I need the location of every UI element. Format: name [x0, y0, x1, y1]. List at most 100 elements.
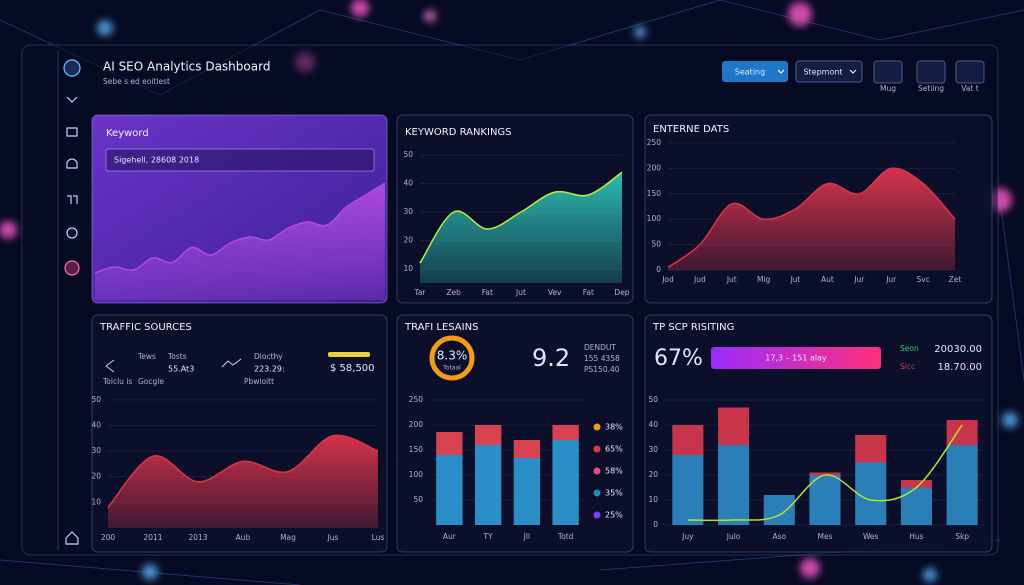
x-tick-label: Mig [757, 275, 771, 284]
nav-icon[interactable] [66, 127, 78, 137]
bar-segment [436, 455, 463, 525]
x-tick-label: Jut [726, 275, 737, 284]
traffic-stats: Tews Tosts 55.At3 Toiclu is Gocgle Dloct… [102, 352, 375, 386]
x-tick-label: Totd [557, 532, 574, 541]
app-title: AI SEO Analytics Dashboard [103, 60, 270, 74]
y-tick-label: 0 [656, 265, 661, 274]
bar-segment [474, 425, 502, 445]
x-tick-label: Aub [236, 533, 251, 542]
chevron [777, 69, 857, 74]
y-tick-label: 50 [651, 240, 661, 249]
y-tick-label: 30 [91, 446, 101, 455]
icon-button[interactable] [873, 60, 903, 84]
x-tick-label: Skp [955, 532, 969, 541]
x-tick-label: 200 [101, 533, 116, 542]
icon-label: Vat t [961, 84, 978, 93]
button-label: Seating [735, 68, 765, 77]
icon-label: Setiing [918, 84, 944, 93]
side-text: DENDUT [584, 343, 616, 352]
area [95, 183, 385, 300]
x-tick-label: Vev [548, 288, 562, 297]
bar-segment [672, 455, 704, 525]
area [668, 168, 955, 270]
nav-icon[interactable] [67, 195, 78, 204]
x-tick-label: Jod [661, 275, 674, 284]
nav-icon[interactable] [66, 158, 78, 169]
home-icon[interactable] [65, 531, 79, 545]
y-tick-label: 50 [413, 495, 423, 504]
panel-title: Keyword [106, 128, 149, 139]
x-tick-label: Fat [482, 288, 493, 297]
icon-label: Mug [880, 84, 896, 93]
legend-swatch [593, 489, 601, 497]
legend-label: 25% [605, 511, 623, 520]
bar-segment [763, 495, 795, 525]
stat-bar [328, 352, 370, 357]
y-tick-label: 50 [91, 395, 101, 404]
legend-label: 65% [605, 445, 623, 454]
x-tick-label: Mag [280, 533, 296, 542]
stat-label: Dlocthy [254, 352, 283, 361]
x-tick-label: Aut [821, 275, 834, 284]
legend-value: 20030.00 [934, 344, 982, 355]
legend-label: 35% [605, 489, 623, 498]
legend-swatch [593, 511, 601, 519]
bar-segment [672, 425, 704, 455]
y-tick-label: 200 [409, 420, 424, 429]
y-tick-label: 200 [647, 163, 662, 172]
side-text: PS150.40 [584, 365, 620, 374]
panel-title: TRAFI LESAINS [404, 322, 478, 333]
progress-bar [711, 347, 881, 369]
y-tick-label: 250 [647, 138, 662, 147]
nav-icon[interactable] [64, 260, 80, 276]
x-tick-label: Jur [885, 275, 897, 284]
y-tick-label: 250 [409, 395, 424, 404]
nav-icon[interactable] [66, 96, 78, 103]
trend-icon [221, 358, 242, 368]
sidebar [57, 50, 81, 550]
y-tick-label: 20 [91, 472, 101, 481]
app-subtitle: Sebe s ed eoitlest [103, 77, 170, 86]
rising-summary: 67% 17,3 – 151 alay [654, 346, 881, 371]
bar-segment [718, 407, 750, 445]
y-tick-label: 0 [653, 520, 658, 529]
legend-label: 58% [605, 467, 623, 476]
bar-segment [809, 472, 841, 475]
x-tick-label: Wes [863, 532, 879, 541]
area [108, 435, 378, 528]
logo [63, 59, 81, 77]
icon-button[interactable] [955, 60, 985, 84]
stat-label: Pbwloitt [244, 377, 274, 386]
y-tick-label: 50 [403, 150, 413, 159]
x-tick-label: Zet [949, 275, 962, 284]
button-label: Stepmont [803, 68, 842, 77]
y-tick-label: 30 [403, 207, 413, 216]
line [667, 167, 956, 269]
legend-swatch [593, 445, 601, 453]
panel-title: TRAFFIC SOURCES [99, 322, 192, 333]
x-tick-label: Mes [818, 532, 833, 541]
traffic-summary: 8.3% Totaal 9.2 DENDUT 155 4358 PS150.40 [429, 335, 620, 381]
overlay-line [687, 424, 963, 522]
y-tick-label: 40 [91, 420, 101, 429]
x-tick-label: Jur [853, 275, 865, 284]
nav-icon[interactable] [66, 227, 78, 239]
x-tick-label: Jut [515, 288, 526, 297]
y-tick-label: 20 [403, 235, 413, 244]
x-tick-label: Lus [372, 533, 385, 542]
dropdown[interactable] [105, 148, 375, 172]
share-icon [105, 359, 115, 373]
y-tick-label: 10 [648, 495, 658, 504]
y-tick-label: 100 [647, 214, 662, 223]
donut-ring [429, 335, 475, 381]
stat-value: 55.At3 [168, 365, 194, 374]
bar-segment [474, 445, 502, 525]
button[interactable] [722, 61, 788, 82]
button[interactable] [795, 60, 863, 83]
line [107, 434, 379, 508]
icon-button[interactable] [916, 60, 946, 84]
dropdown-label: Sigehell, 28608 2018 [114, 156, 199, 165]
y-tick-label: 150 [647, 189, 662, 198]
bar-segment [900, 487, 932, 525]
